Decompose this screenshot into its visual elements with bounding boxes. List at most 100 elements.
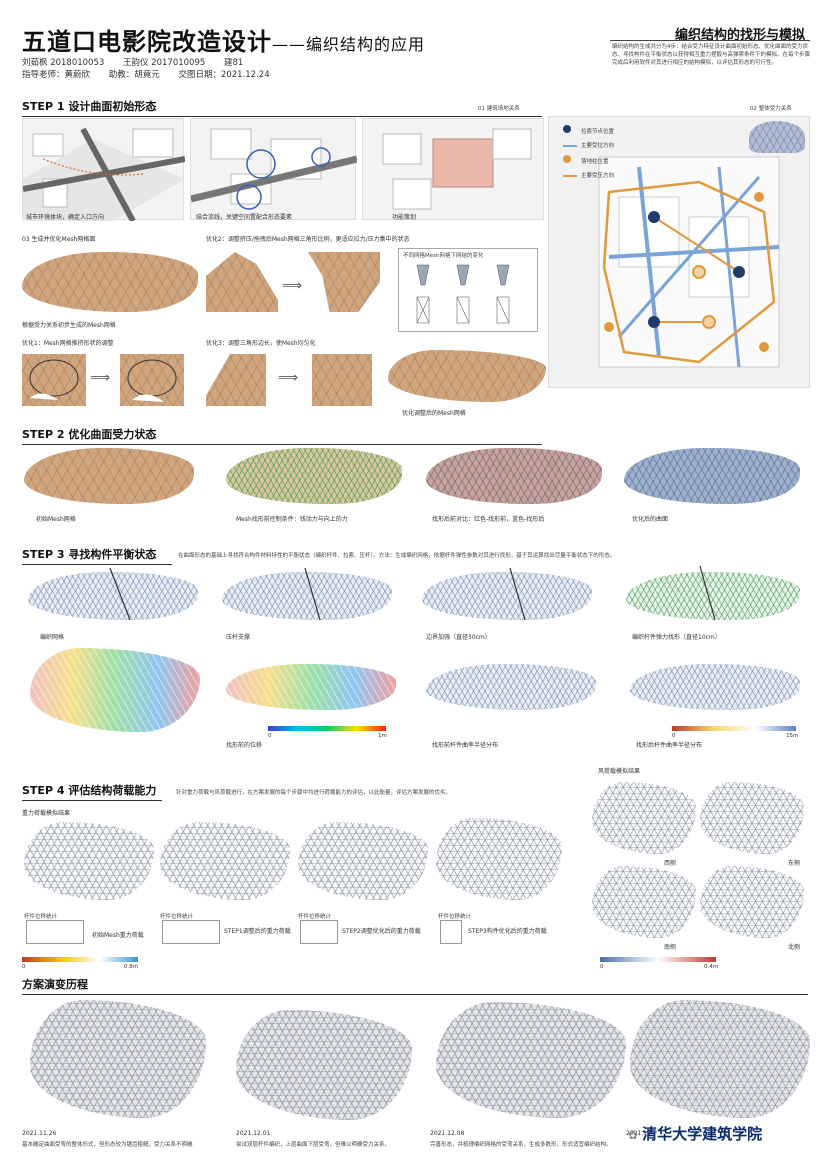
step3-intro: 在曲面形态的基础上寻找符合构件材料特性的平衡状态（编织杆件、拉索、压杆）。方法：… (178, 553, 616, 559)
right-title: 编织结构的找形与模拟 (675, 28, 806, 43)
step4-scale-2-max: 0.4m (704, 964, 719, 970)
step3-scale-2-min: 0 (672, 733, 676, 739)
step3-caption-5: 找形前的位移 (226, 742, 263, 749)
mini-chart-3 (300, 920, 338, 944)
step3-scale-1-min: 0 (268, 733, 272, 739)
advisor-line: 指导老师：黄蔚欣 助教：胡竟元 交图日期：2021.12.24 (22, 68, 286, 80)
site-axon-1-drawing (22, 127, 186, 223)
opt1-before (22, 354, 86, 406)
step4-scale-2-min: 0 (600, 964, 604, 970)
optimized-mesh (388, 350, 546, 402)
arrow-right-icon: ⟹ (282, 278, 303, 294)
step1-label-02: 02 整体受力关系 (750, 106, 792, 112)
step3-caption-4: 编织杆件弹力找形（直径10cm） (632, 634, 721, 641)
gravity-caption-3: STEP2调整优化后的重力荷载 (342, 928, 421, 935)
step2-mesh-1 (24, 448, 194, 504)
step3-caption-7: 找形后杆件曲率半径分布 (636, 742, 703, 749)
step3-curvature-before (426, 664, 596, 710)
watermark-text: 清华大学建筑学院 (642, 1125, 763, 1143)
step2-heading: STEP 2 优化曲面受力状态 (22, 426, 542, 445)
right-description: 编织结构的生成共分为4步：结合受力特征设计曲面初始形态、优化曲面的受力状态、寻找… (612, 44, 811, 66)
wind-dir-north: 北侧 (788, 944, 801, 951)
author-2: 王韵仪 2017010095 (123, 58, 206, 68)
evolution-text-2: 尝试双层杆件编织，上层曲面下层受弯，但难以明确受力关系。 (236, 1142, 391, 1148)
sub03-heading: 03 生成并优化Mesh网格面 (22, 236, 96, 243)
opt3-before (206, 354, 266, 406)
step2-caption-2: Mesh找形前控制条件：钱动力与向上的力 (236, 516, 348, 523)
opt2-after (308, 252, 380, 312)
force-plan: 拉索节点位置 主要受拉方向 落地柱位置 主要受压方向 (548, 116, 810, 388)
site-caption-2: 结合流线，关键空间置配合形态要素 (196, 214, 293, 221)
step3-heading: STEP 3 寻找构件平衡状态 (22, 546, 172, 565)
wind-label: 风荷载模拟结果 (598, 768, 641, 775)
site-axon-3 (362, 118, 544, 220)
legend-1: 拉索节点位置 (563, 125, 614, 135)
wind-dir-south: 南侧 (664, 944, 677, 951)
step2-mesh-2 (226, 448, 402, 504)
arrow-right-icon-3: ⟹ (278, 370, 299, 386)
site-caption-1: 城市环境体块，确定入口方向 (26, 214, 105, 221)
advisor: 指导老师：黄蔚欣 (22, 70, 91, 80)
wind-sim-north (700, 866, 804, 938)
gravity-caption-1: 初始Mesh重力荷载 (92, 932, 144, 939)
step3-displacement (226, 664, 396, 710)
site-axon-3-drawing (382, 128, 532, 210)
site-axon-1 (22, 118, 186, 223)
author-class: 建81 (224, 58, 244, 68)
step4-heading: STEP 4 评估结构荷载能力 (22, 782, 162, 801)
step3-top-view (30, 648, 200, 732)
force-plan-drawing (598, 156, 780, 368)
step3-caption-6: 找形前杆件曲率半径分布 (432, 742, 499, 749)
evolution-model-4 (630, 1000, 810, 1118)
evolution-date-2: 2021.12.01 (236, 1130, 271, 1137)
gravity-sim-4 (436, 818, 562, 900)
mini-label-4: 杆件位移统计 (438, 914, 472, 920)
step4-intro: 针对重力荷载与风荷载进行，在方案发展的每个步骤中均进行荷载能力的评估，以此衡量，… (176, 790, 452, 796)
opt2-before (206, 252, 278, 312)
force-mini-shell (749, 121, 805, 153)
author-1: 刘茹枫 2018010053 (22, 58, 105, 68)
step2-mesh-3 (426, 448, 602, 504)
site-caption-3: 功能策划 (392, 214, 417, 221)
step2-caption-1: 初始Mesh网格 (36, 516, 76, 523)
step3-scale-2 (672, 726, 796, 731)
evolution-date-4: 2021.12 (626, 1130, 651, 1137)
opt-box-title: 不同网格Mesh网格下网结的变化 (403, 253, 484, 259)
evolution-model-1 (30, 1000, 206, 1118)
wechat-icon: ✿ (628, 1128, 639, 1142)
author-line: 刘茹枫 2018010053 王韵仪 2017010095 建81 (22, 56, 259, 68)
step3-scale-1 (268, 726, 386, 731)
gravity-sim-1 (24, 822, 154, 900)
mini-label-3: 杆件位移统计 (298, 914, 332, 920)
evolution-date-1: 2021.11.26 (22, 1130, 57, 1137)
evolution-text-3: 完善形态，并梳理编织网格的受弯关系，生成多数形，形式适宜编织结构。 (430, 1142, 612, 1148)
page-title: 五道口电影院改造设计——编织结构的应用 (22, 22, 425, 57)
legend-3: 落地柱位置 (563, 155, 614, 165)
step3-curvature-after (630, 664, 800, 710)
step3-struts (109, 565, 716, 621)
step4-scale-1 (22, 957, 138, 962)
step3-caption-2: 压杆支撑 (226, 634, 251, 641)
optimized-mesh-caption: 优化调整后的Mesh网格 (402, 410, 466, 417)
assistant: 助教：胡竟元 (108, 70, 160, 80)
mini-chart-2 (162, 920, 220, 944)
step4-scale-1-min: 0 (22, 964, 26, 970)
site-axon-2-drawing (190, 128, 358, 210)
step3-scale-2-max: 15m (786, 733, 799, 739)
opt-box: 不同网格Mesh网格下网结的变化 (398, 248, 538, 332)
gravity-caption-4: STEP3构件优化后的重力荷载 (468, 928, 547, 935)
step2-caption-3: 找形后前对比：红色-找形前，蓝色-找形后 (432, 516, 545, 523)
step3-mesh-2 (222, 572, 392, 620)
legend-4: 主要受压方向 (563, 171, 614, 179)
step3-caption-3: 边界加强（直径30cm） (426, 634, 491, 641)
step3-scale-1-max: 1m (378, 733, 387, 739)
site-axon-2 (190, 118, 358, 220)
wind-sim-south (592, 866, 696, 938)
step1-heading: STEP 1 设计曲面初始形态 (22, 98, 542, 117)
opt-box-drawing (416, 264, 510, 324)
step3-caption-1: 编织网格 (40, 634, 65, 641)
mini-label-1: 杆件位移统计 (24, 914, 58, 920)
evolution-text-1: 基本确定曲面受弯的整体形式，但形态较为锯齿粗糙，受力关系不明确 (22, 1142, 193, 1148)
mini-chart-4 (440, 920, 462, 944)
submit-date: 交图日期：2021.12.24 (178, 70, 270, 80)
